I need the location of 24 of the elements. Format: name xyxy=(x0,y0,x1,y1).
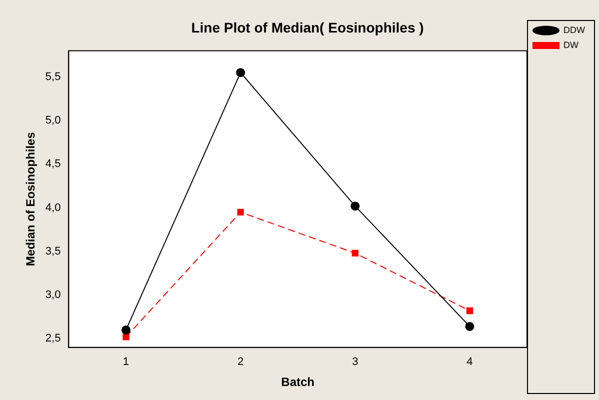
point xyxy=(122,334,130,340)
x-tick-label: 3 xyxy=(352,356,358,368)
point xyxy=(121,325,130,334)
x-tick-label: 2 xyxy=(237,356,244,368)
legend-label: DDW xyxy=(564,24,586,35)
point xyxy=(236,68,246,78)
point xyxy=(466,307,474,314)
y-tick-label: 3,0 xyxy=(45,289,61,302)
point xyxy=(352,250,358,257)
y-tick-label: 5,0 xyxy=(45,114,61,127)
y-tick-label: 2,5 xyxy=(45,332,61,345)
x-axis-title: Batch xyxy=(281,375,315,390)
x-tick-label: 4 xyxy=(466,356,473,368)
y-tick-label: 3,5 xyxy=(45,245,61,258)
chart-title: Line Plot of Median( Eosinophiles ) xyxy=(191,19,424,36)
y-axis-title: Median of Eosinophiles xyxy=(24,132,38,266)
point xyxy=(350,202,360,211)
legend-label: DW xyxy=(564,40,580,50)
x-tick-label: 1 xyxy=(122,356,130,368)
point xyxy=(465,322,474,331)
point xyxy=(237,208,244,216)
y-tick-label: 5,5 xyxy=(45,71,61,83)
y-tick-label: 4,0 xyxy=(45,202,61,214)
y-tick-label: 4,5 xyxy=(45,158,61,170)
